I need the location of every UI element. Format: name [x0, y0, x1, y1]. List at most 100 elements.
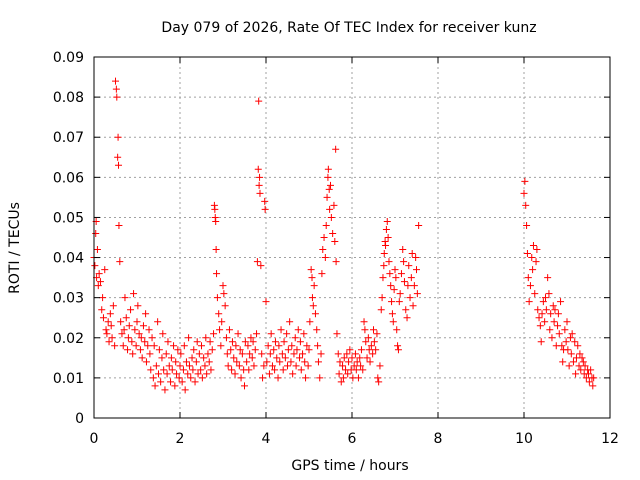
data-point — [251, 346, 259, 354]
data-point — [259, 374, 267, 382]
data-point — [249, 338, 257, 346]
data-point — [128, 338, 136, 346]
data-point — [234, 330, 242, 338]
data-point — [107, 322, 115, 330]
data-point — [394, 342, 402, 350]
data-point — [388, 298, 396, 306]
data-point — [161, 386, 169, 394]
data-point — [551, 306, 559, 314]
data-point — [237, 374, 245, 382]
data-point — [212, 246, 220, 254]
data-point — [327, 181, 334, 189]
data-point — [529, 266, 537, 274]
data-point — [278, 350, 286, 358]
y-tick-label: 0.08 — [53, 90, 84, 106]
data-point — [135, 330, 143, 338]
data-point — [562, 338, 570, 346]
data-point — [224, 362, 232, 370]
data-point — [374, 374, 382, 382]
data-point — [250, 362, 258, 370]
data-point — [310, 282, 318, 290]
data-point — [390, 286, 398, 294]
data-point — [339, 374, 347, 382]
data-point — [150, 342, 158, 350]
data-point — [146, 350, 154, 358]
data-point — [377, 306, 385, 314]
data-point — [138, 354, 146, 362]
data-point — [152, 362, 160, 370]
data-point — [277, 326, 285, 334]
data-point — [171, 382, 179, 390]
data-point — [296, 338, 304, 346]
data-point — [321, 254, 329, 262]
data-point — [124, 334, 132, 342]
data-point — [117, 318, 125, 326]
x-axis-label: GPS time / hours — [291, 458, 408, 474]
data-point — [363, 354, 371, 362]
data-point — [585, 370, 592, 378]
data-point — [559, 358, 567, 366]
data-point — [257, 262, 265, 270]
data-point — [288, 342, 296, 350]
data-point — [364, 334, 372, 342]
data-point — [380, 262, 388, 270]
data-point — [248, 354, 256, 362]
data-point — [210, 330, 218, 338]
data-point — [365, 346, 373, 354]
data-point — [116, 258, 124, 266]
data-point — [243, 358, 251, 366]
data-point — [542, 294, 549, 302]
data-point — [284, 362, 291, 370]
data-point — [564, 346, 572, 354]
data-point — [561, 326, 569, 334]
data-point — [228, 366, 236, 374]
data-point — [393, 326, 401, 334]
data-point — [120, 326, 128, 334]
data-point — [568, 330, 576, 338]
data-point — [255, 181, 263, 189]
data-point — [103, 330, 111, 338]
data-point — [228, 338, 236, 346]
data-point — [124, 346, 132, 354]
data-point — [207, 366, 215, 374]
data-point — [201, 362, 209, 370]
data-point — [262, 298, 270, 306]
data-point — [293, 346, 301, 354]
data-point — [351, 350, 359, 358]
data-point — [523, 221, 531, 229]
data-point — [154, 318, 162, 326]
data-point — [184, 370, 192, 378]
data-point — [96, 278, 104, 286]
data-point — [106, 310, 114, 318]
data-point — [122, 314, 130, 322]
data-point — [392, 274, 400, 282]
data-point — [165, 362, 173, 370]
data-point — [324, 165, 332, 173]
data-point — [254, 165, 262, 173]
data-point — [92, 229, 100, 237]
data-point — [309, 302, 317, 310]
data-point — [316, 374, 324, 382]
data-point — [145, 326, 153, 334]
data-point — [178, 378, 186, 386]
data-point — [104, 318, 112, 326]
data-point — [297, 366, 305, 374]
data-point — [163, 370, 171, 378]
data-point — [187, 374, 195, 382]
data-point — [396, 290, 404, 298]
data-point — [574, 342, 582, 350]
data-point — [175, 374, 183, 382]
data-point — [382, 225, 390, 233]
data-point — [111, 342, 119, 350]
data-point — [271, 366, 279, 374]
data-point — [413, 290, 421, 298]
data-point — [581, 362, 589, 370]
x-tick-label: 12 — [601, 431, 619, 447]
data-point — [335, 370, 343, 378]
data-point — [520, 189, 528, 197]
data-point — [98, 306, 106, 314]
data-point — [112, 77, 119, 85]
data-point — [565, 362, 573, 370]
data-point — [550, 318, 558, 326]
